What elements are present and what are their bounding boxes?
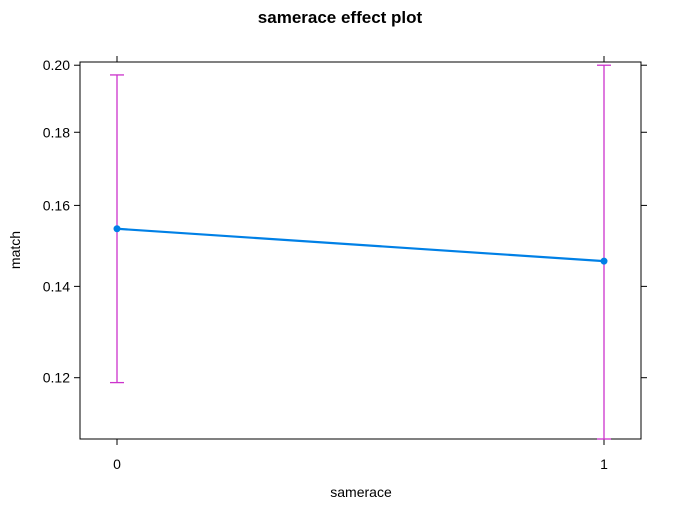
- effect-point: [600, 257, 608, 265]
- y-tick-label: 0.16: [43, 197, 70, 213]
- effect-line: [116, 227, 605, 263]
- x-tick-label: 0: [113, 456, 121, 472]
- y-axis-label: match: [7, 231, 23, 269]
- x-tick-label: 1: [600, 456, 608, 472]
- x-axis-label: samerace: [330, 484, 392, 500]
- plot-frame: [79, 61, 642, 440]
- y-tick-label: 0.12: [43, 370, 70, 386]
- y-tick-label: 0.14: [43, 278, 70, 294]
- y-tick-label: 0.18: [43, 124, 70, 140]
- effect-point: [113, 225, 121, 233]
- y-axis: 0.12 0.14 0.16 0.18 0.20: [43, 57, 647, 386]
- chart-title: samerace effect plot: [258, 8, 423, 27]
- error-bars: [110, 64, 611, 440]
- y-tick-label: 0.20: [43, 57, 70, 73]
- effect-line-group: [116, 227, 605, 263]
- effect-points: [113, 225, 608, 265]
